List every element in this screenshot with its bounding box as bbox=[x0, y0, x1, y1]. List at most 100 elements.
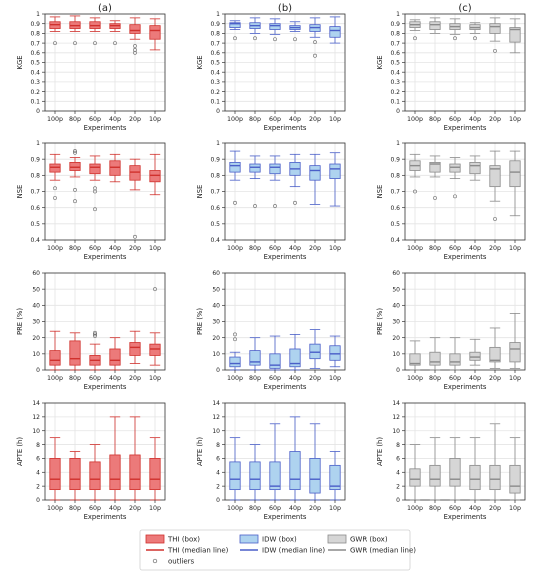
x-tick-label: 40p bbox=[469, 375, 481, 382]
outlier-point bbox=[273, 37, 277, 42]
y-tick-label: 60 bbox=[32, 270, 40, 277]
iqr-box bbox=[229, 356, 241, 368]
y-tick-label: 0.2 bbox=[210, 89, 220, 96]
outlier-point bbox=[473, 36, 477, 41]
box-thi-80p bbox=[69, 149, 81, 204]
x-tick-label: 20p bbox=[489, 505, 501, 512]
legend-swatch-outlier bbox=[152, 558, 158, 564]
legend-item: THI (box) bbox=[145, 534, 200, 544]
column-title: (a) bbox=[98, 3, 112, 14]
iqr-box bbox=[509, 160, 521, 188]
box-gwr-10p bbox=[509, 18, 521, 54]
subplot: 0 10 20 30 40 50 60 100p 80p 60p 40p 20p 10p Experime… bbox=[16, 270, 166, 391]
legend-swatch-box bbox=[145, 534, 165, 544]
box-gwr-100p bbox=[409, 19, 421, 41]
y-tick-label: 0.7 bbox=[30, 189, 40, 196]
y-tick-label: 0 bbox=[396, 497, 400, 504]
iqr-box bbox=[269, 163, 281, 175]
iqr-box bbox=[269, 353, 281, 369]
box-thi-20p bbox=[129, 158, 141, 239]
iqr-box bbox=[309, 458, 321, 494]
x-tick-label: 40p bbox=[469, 245, 481, 252]
y-tick-label: 0.4 bbox=[390, 69, 400, 76]
x-tick-label: 10p bbox=[329, 116, 341, 123]
iqr-box bbox=[49, 163, 61, 173]
y-tick-label: 10 bbox=[212, 428, 220, 435]
box-idw-80p bbox=[249, 155, 261, 208]
box-idw-100p bbox=[229, 437, 241, 501]
y-axis-label: NSE bbox=[376, 185, 384, 199]
outlier-point bbox=[293, 37, 297, 42]
box-gwr-100p bbox=[409, 444, 421, 501]
x-tick-label: 10p bbox=[509, 505, 521, 512]
y-axis-label: APTE (h) bbox=[196, 437, 204, 466]
y-tick-label: 0.3 bbox=[210, 79, 220, 86]
iqr-box bbox=[229, 161, 241, 173]
outlier-point bbox=[253, 36, 257, 41]
box-gwr-40p bbox=[469, 155, 481, 181]
legend-item: GWR (median line) bbox=[328, 547, 416, 555]
iqr-box bbox=[429, 161, 441, 173]
iqr-box bbox=[469, 351, 481, 361]
iqr-box bbox=[309, 165, 321, 181]
outlier-point bbox=[453, 194, 457, 199]
y-tick-label: 1 bbox=[396, 11, 400, 18]
y-tick-label: 0.8 bbox=[30, 31, 40, 38]
x-tick-label: 40p bbox=[109, 375, 121, 382]
y-tick-label: 0.2 bbox=[30, 89, 40, 96]
iqr-box bbox=[509, 342, 521, 363]
y-tick-label: 14 bbox=[32, 400, 40, 407]
x-axis-label: Experiments bbox=[444, 383, 487, 391]
box-thi-60p bbox=[89, 17, 101, 46]
y-tick-label: 0.7 bbox=[210, 189, 220, 196]
box-idw-40p bbox=[289, 416, 301, 501]
y-axis-label: NSE bbox=[196, 185, 204, 199]
axes-frame bbox=[224, 272, 346, 371]
y-tick-label: 2 bbox=[396, 483, 400, 490]
x-axis-label: Experiments bbox=[264, 253, 307, 261]
y-tick-label: 4 bbox=[396, 469, 400, 476]
y-axis-label: NSE bbox=[16, 185, 24, 199]
box-gwr-80p bbox=[429, 155, 441, 200]
x-tick-label: 20p bbox=[309, 116, 321, 123]
subplot: 0.4 0.5 0.6 0.7 0.8 0.9 1 100p 80p 60p 40p 20p 10p Ex… bbox=[16, 140, 166, 261]
iqr-box bbox=[329, 163, 341, 179]
outlier-point bbox=[73, 41, 77, 46]
iqr-box bbox=[289, 451, 301, 491]
x-tick-label: 20p bbox=[309, 375, 321, 382]
outlier-point bbox=[53, 196, 57, 200]
box-thi-100p bbox=[49, 153, 61, 200]
x-tick-label: 60p bbox=[449, 116, 461, 123]
iqr-box bbox=[89, 461, 101, 491]
x-tick-label: 60p bbox=[269, 245, 281, 252]
y-tick-label: 10 bbox=[392, 428, 400, 435]
y-tick-label: 1 bbox=[36, 140, 40, 147]
iqr-box bbox=[109, 454, 121, 491]
x-tick-label: 100p bbox=[47, 375, 63, 382]
box-gwr-40p bbox=[469, 338, 481, 366]
x-tick-label: 100p bbox=[407, 375, 423, 382]
y-tick-label: 10 bbox=[32, 351, 40, 358]
subplot: 0 10 20 30 40 50 60 100p 80p 60p 40p 20p 10p Experime… bbox=[196, 270, 346, 391]
y-tick-label: 60 bbox=[212, 270, 220, 277]
iqr-box bbox=[129, 24, 141, 34]
x-tick-label: 100p bbox=[47, 245, 63, 252]
x-tick-label: 80p bbox=[429, 245, 441, 252]
x-axis-label: Experiments bbox=[264, 124, 307, 132]
subplot: 0 2 4 6 8 10 12 14 100p 80p 60p 40p 20p 10p Experiment… bbox=[376, 400, 526, 521]
y-tick-label: 0.5 bbox=[390, 60, 400, 67]
y-tick-label: 0.4 bbox=[30, 237, 40, 244]
y-tick-label: 0.8 bbox=[210, 31, 220, 38]
iqr-box bbox=[489, 165, 501, 188]
y-tick-label: 60 bbox=[392, 270, 400, 277]
x-tick-label: 80p bbox=[249, 375, 261, 382]
x-tick-label: 40p bbox=[289, 245, 301, 252]
box-idw-40p bbox=[289, 334, 301, 371]
box-gwr-40p bbox=[469, 22, 481, 41]
y-tick-label: 12 bbox=[32, 414, 40, 421]
box-idw-10p bbox=[329, 152, 341, 207]
box-idw-20p bbox=[309, 153, 321, 205]
x-tick-label: 20p bbox=[129, 505, 141, 512]
axes-frame bbox=[44, 272, 166, 371]
